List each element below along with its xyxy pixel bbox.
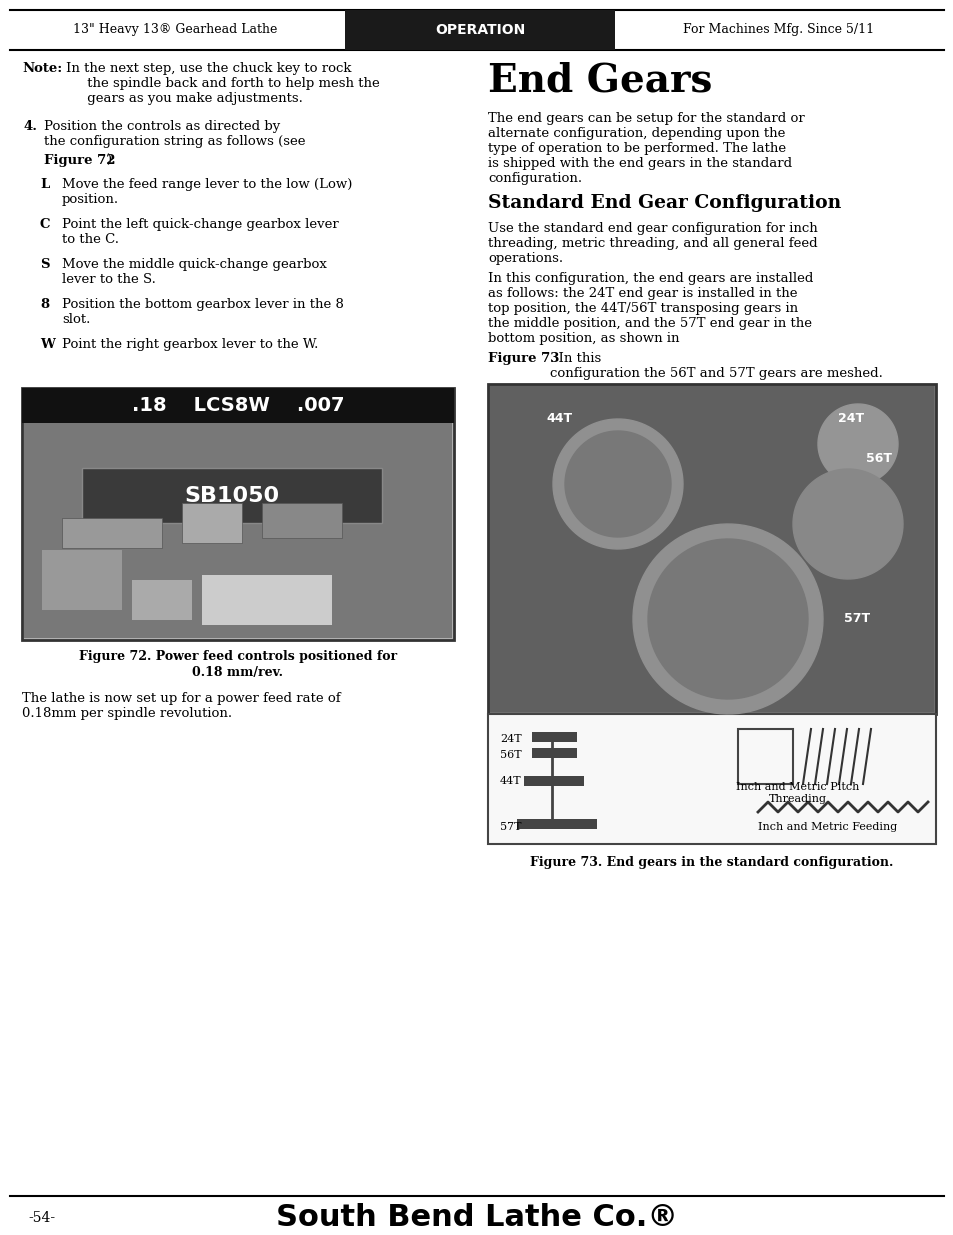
Bar — [488, 384, 935, 714]
Text: Point the right gearbox lever to the W.: Point the right gearbox lever to the W. — [62, 338, 318, 351]
Bar — [532, 732, 577, 742]
Text: Point the left quick-change gearbox lever
to the C.: Point the left quick-change gearbox leve… — [62, 219, 338, 246]
Text: For Machines Mfg. Since 5/11: For Machines Mfg. Since 5/11 — [682, 23, 874, 37]
Bar — [345, 10, 615, 49]
Text: 44T: 44T — [499, 776, 521, 785]
Text: 57T: 57T — [499, 823, 521, 832]
Text: South Bend Lathe Co.®: South Bend Lathe Co.® — [275, 1203, 678, 1233]
Bar — [517, 819, 597, 829]
Text: The end gears can be setup for the standard or
alternate configuration, dependin: The end gears can be setup for the stand… — [488, 112, 804, 185]
Text: Note:: Note: — [22, 62, 62, 75]
Text: 57T: 57T — [843, 613, 869, 625]
Text: 24T: 24T — [837, 412, 863, 425]
Bar — [42, 550, 122, 610]
Text: 13" Heavy 13® Gearhead Lathe: 13" Heavy 13® Gearhead Lathe — [72, 23, 277, 37]
Text: .18    LCS8W    .007: .18 LCS8W .007 — [132, 396, 344, 415]
Polygon shape — [647, 538, 807, 699]
Bar — [490, 387, 933, 713]
Text: 44T: 44T — [545, 412, 572, 425]
Bar — [262, 503, 341, 538]
Polygon shape — [564, 431, 670, 537]
Text: C: C — [40, 219, 51, 231]
Text: SB1050: SB1050 — [184, 485, 279, 505]
Text: The lathe is now set up for a power feed rate of
0.18mm per spindle revolution.: The lathe is now set up for a power feed… — [22, 692, 340, 720]
Bar — [132, 580, 192, 620]
Text: 0.18 mm/rev.: 0.18 mm/rev. — [193, 666, 283, 679]
Polygon shape — [817, 404, 897, 484]
Bar — [62, 517, 162, 548]
Text: Figure 73: Figure 73 — [488, 352, 558, 366]
Text: S: S — [40, 258, 50, 270]
Text: 56T: 56T — [865, 452, 891, 466]
Text: . In this
configuration the 56T and 57T gears are meshed.: . In this configuration the 56T and 57T … — [550, 352, 882, 380]
Text: Inch and Metric Pitch
Threading: Inch and Metric Pitch Threading — [736, 782, 859, 804]
Text: 56T: 56T — [499, 750, 521, 760]
Text: ):: ): — [106, 154, 115, 167]
Polygon shape — [792, 469, 902, 579]
Text: Figure 72. Power feed controls positioned for: Figure 72. Power feed controls positione… — [79, 650, 396, 663]
Bar — [738, 729, 792, 784]
Polygon shape — [553, 419, 682, 550]
Text: Use the standard end gear configuration for inch
threading, metric threading, an: Use the standard end gear configuration … — [488, 222, 817, 266]
Polygon shape — [633, 524, 822, 714]
Bar — [532, 748, 577, 758]
Text: Move the feed range lever to the low (Low)
position.: Move the feed range lever to the low (Lo… — [62, 178, 352, 206]
Text: Standard End Gear Configuration: Standard End Gear Configuration — [488, 194, 841, 212]
Bar — [182, 503, 242, 543]
Text: Move the middle quick-change gearbox
lever to the S.: Move the middle quick-change gearbox lev… — [62, 258, 327, 287]
Bar — [22, 388, 454, 424]
Text: Position the bottom gearbox lever in the 8
slot.: Position the bottom gearbox lever in the… — [62, 298, 343, 326]
Text: Figure 72: Figure 72 — [44, 154, 115, 167]
Text: OPERATION: OPERATION — [435, 23, 524, 37]
Text: In the next step, use the chuck key to rock
     the spindle back and forth to h: In the next step, use the chuck key to r… — [66, 62, 379, 105]
Text: L: L — [40, 178, 50, 191]
Bar — [82, 468, 381, 522]
Text: In this configuration, the end gears are installed
as follows: the 24T end gear : In this configuration, the end gears are… — [488, 272, 813, 345]
Text: 4.: 4. — [24, 120, 38, 133]
Text: Figure 73. End gears in the standard configuration.: Figure 73. End gears in the standard con… — [530, 856, 893, 869]
Bar — [24, 424, 452, 638]
Text: W: W — [40, 338, 55, 351]
Text: Inch and Metric Feeding: Inch and Metric Feeding — [758, 823, 897, 832]
Bar — [488, 714, 935, 844]
Bar — [22, 388, 454, 640]
Bar — [523, 776, 583, 785]
Text: 24T: 24T — [499, 734, 521, 743]
Text: -54-: -54- — [28, 1212, 55, 1225]
Text: End Gears: End Gears — [488, 62, 712, 100]
Text: 8: 8 — [40, 298, 49, 311]
Bar — [202, 576, 332, 625]
Text: Position the controls as directed by
the configuration string as follows (see: Position the controls as directed by the… — [44, 120, 305, 163]
